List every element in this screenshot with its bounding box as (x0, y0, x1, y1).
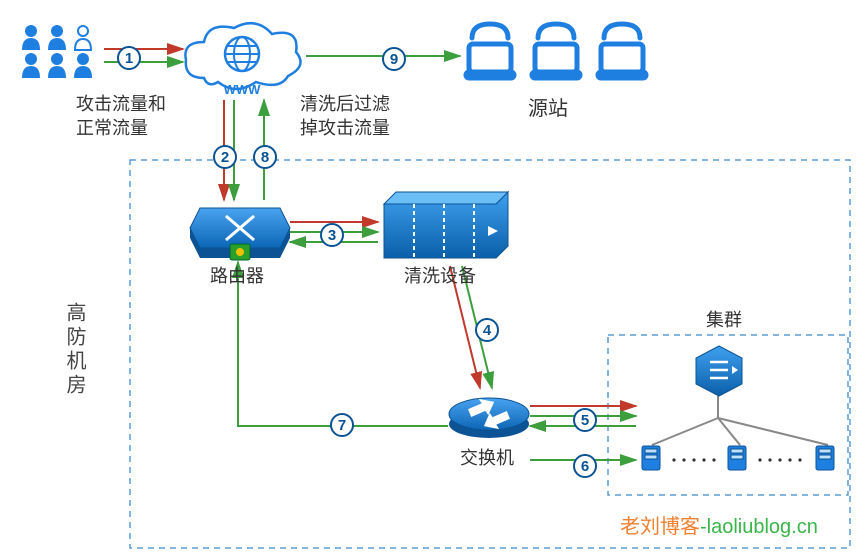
label-router: 路由器 (210, 264, 264, 288)
step-3: 3 (320, 223, 344, 247)
scrubber-icon (378, 190, 512, 271)
origin-servers-icon (460, 18, 660, 89)
router-icon (186, 198, 294, 273)
step-7: 7 (330, 413, 354, 437)
step-6: 6 (573, 454, 597, 478)
edge-cl2 (718, 418, 740, 445)
step-8: 8 (253, 145, 277, 169)
edge-cl1 (652, 396, 718, 445)
label-switch: 交换机 (460, 446, 514, 470)
label-traffic: 攻击流量和 正常流量 (76, 92, 166, 141)
label-origin: 源站 (528, 96, 568, 123)
step-4: 4 (475, 318, 499, 342)
cluster-servers-icon (636, 442, 846, 481)
step-1: 1 (117, 46, 141, 70)
edge-cl3 (718, 418, 828, 445)
step-5: 5 (573, 408, 597, 432)
label-filtered: 清洗后过滤 掉攻击流量 (300, 92, 390, 141)
label-cluster: 集群 (706, 308, 742, 332)
users-icon (18, 22, 104, 85)
cluster-lb-icon (694, 344, 744, 403)
cloud-www-icon: WWW (178, 16, 308, 107)
diagram-canvas: WWW (0, 0, 865, 560)
label-room: 高防机房 (60, 302, 87, 398)
label-scrubber: 清洗设备 (404, 264, 476, 288)
step-2: 2 (213, 145, 237, 169)
svg-text:WWW: WWW (224, 82, 262, 97)
switch-icon (446, 388, 532, 451)
watermark-text: 老刘博客-laoliublog.cn (620, 510, 818, 539)
step-9: 9 (382, 47, 406, 71)
